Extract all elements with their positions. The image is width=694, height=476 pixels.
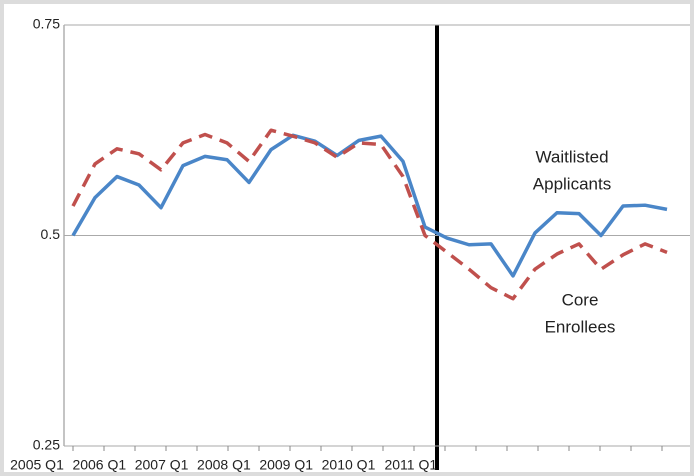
x-tick-label: 2008 Q1 bbox=[197, 457, 251, 473]
y-tick-label: 0.75 bbox=[33, 16, 60, 32]
line-series bbox=[71, 128, 668, 301]
annotation: Enrollees bbox=[545, 317, 616, 336]
annotation: Core bbox=[562, 290, 599, 309]
x-tick-label: 2005 Q1 bbox=[10, 457, 64, 473]
x-tick-label: 2007 Q1 bbox=[135, 457, 189, 473]
annotation: Applicants bbox=[533, 174, 611, 193]
y-tick-label: 0.5 bbox=[41, 226, 61, 242]
x-tick-label: 2010 Q1 bbox=[322, 457, 376, 473]
x-tick-label: 2006 Q1 bbox=[72, 457, 126, 473]
y-tick-label: 0.25 bbox=[33, 437, 60, 453]
chart-area bbox=[4, 4, 690, 472]
line-series bbox=[71, 133, 668, 278]
annotation: Waitlisted bbox=[535, 147, 608, 166]
x-tick-label: 2009 Q1 bbox=[259, 457, 313, 473]
x-tick-label: 2011 Q1 bbox=[384, 457, 437, 473]
